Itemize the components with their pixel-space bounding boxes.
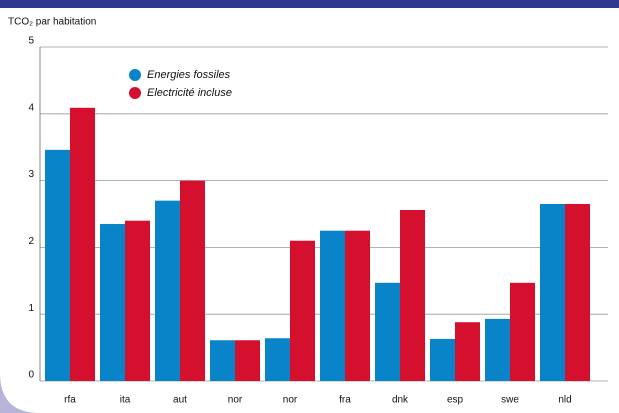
y-tick-label: 1 xyxy=(28,303,34,314)
x-tick-label: ita xyxy=(120,395,131,406)
bar xyxy=(180,180,205,381)
bar xyxy=(540,203,565,381)
bar xyxy=(455,322,480,381)
bar xyxy=(155,200,180,381)
bar xyxy=(290,240,315,381)
bar xyxy=(100,224,125,381)
legend-marker xyxy=(129,69,141,81)
x-tick-label: fra xyxy=(339,395,351,406)
y-tick-label: 4 xyxy=(28,102,34,113)
x-tick-label: nld xyxy=(558,395,571,406)
x-tick-label: dnk xyxy=(392,395,409,406)
bar xyxy=(565,203,590,381)
top-band xyxy=(0,0,619,8)
bar xyxy=(400,209,425,381)
bar xyxy=(320,230,345,381)
bar xyxy=(125,220,150,381)
bar xyxy=(430,338,455,381)
legend-marker xyxy=(129,87,141,99)
bar xyxy=(70,107,95,382)
x-tick-label: aut xyxy=(173,395,187,406)
bar xyxy=(485,318,510,381)
y-tick-label: 5 xyxy=(28,36,34,47)
x-tick-label: esp xyxy=(447,395,464,406)
bar xyxy=(265,338,290,381)
bar xyxy=(235,340,260,381)
y-tick-label: 3 xyxy=(28,169,34,180)
axis-title: TCO₂ par habitation xyxy=(8,17,96,28)
x-tick-label: nor xyxy=(228,395,243,406)
x-tick-label: rfa xyxy=(64,395,76,406)
panel xyxy=(0,8,619,413)
x-tick-label: nor xyxy=(283,395,298,406)
bar xyxy=(345,230,370,381)
y-tick-label: 2 xyxy=(28,236,34,247)
bar xyxy=(510,282,535,381)
y-tick-label: 0 xyxy=(28,370,34,381)
legend-label: Energies fossiles xyxy=(147,69,231,81)
x-tick-label: swe xyxy=(501,395,519,406)
bar xyxy=(210,340,235,381)
bar xyxy=(375,282,400,381)
legend-label: Electricité incluse xyxy=(147,87,232,99)
bar xyxy=(45,149,70,381)
